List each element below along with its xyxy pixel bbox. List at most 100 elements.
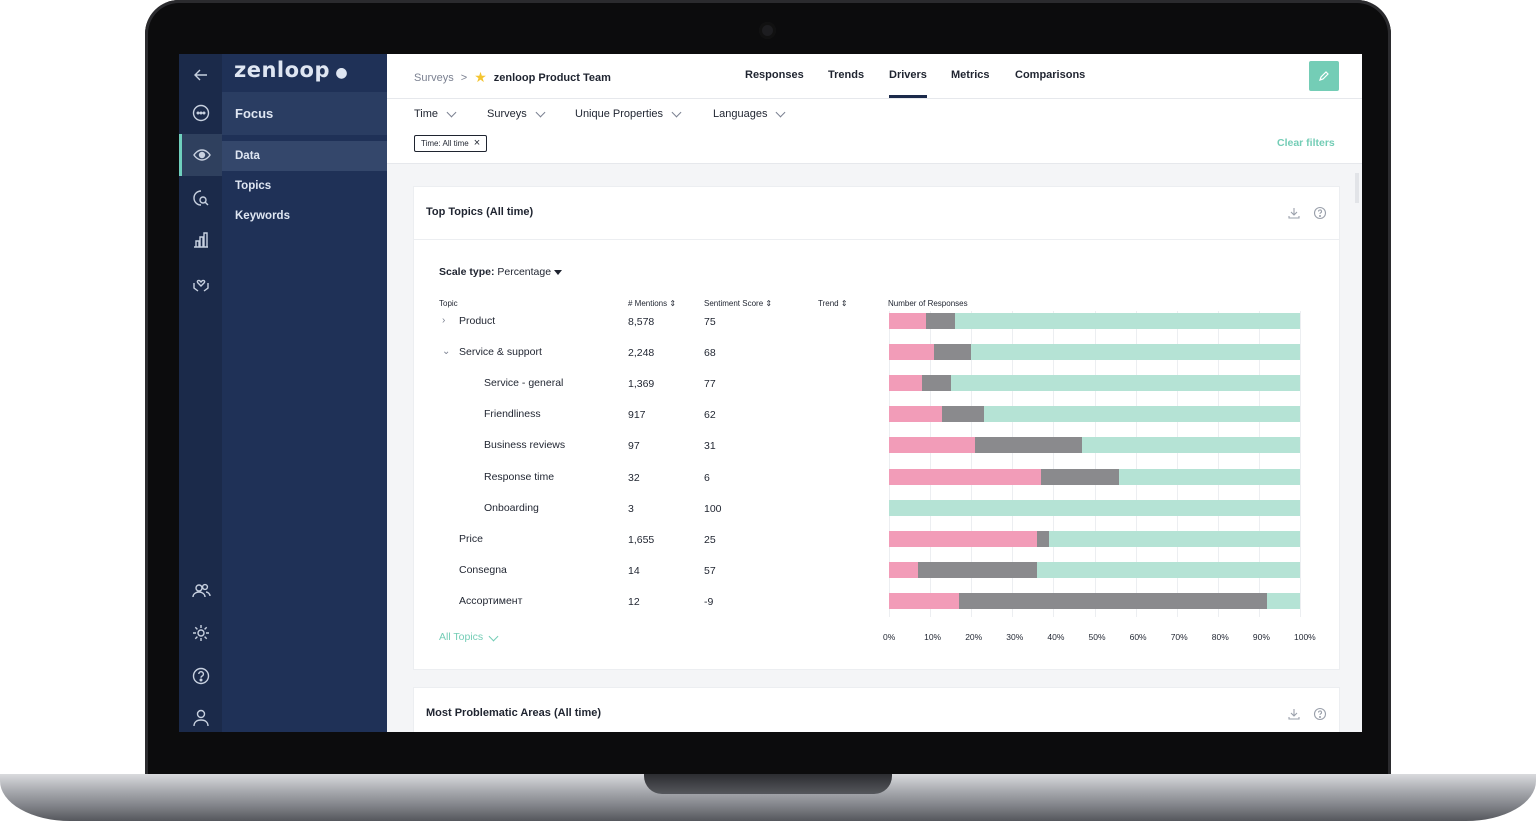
bar-segment[interactable] (889, 344, 935, 361)
topic-label[interactable]: Service - general (484, 377, 564, 390)
topic-label[interactable]: Product (459, 315, 496, 327)
bar-segment[interactable] (889, 313, 926, 329)
nav-item-data[interactable]: Data (222, 141, 387, 171)
topic-label[interactable]: Ассортимент (459, 594, 523, 607)
main-content: Surveys > ★ zenloop Product Team Respons… (387, 54, 1362, 732)
bar-segment[interactable] (1036, 561, 1300, 578)
bar-segment[interactable] (1036, 530, 1050, 547)
close-icon[interactable]: × (473, 137, 481, 149)
chevron-down-icon (488, 631, 499, 642)
bar-segment[interactable] (1041, 468, 1120, 485)
mentions-value: 97 (628, 440, 640, 453)
topic-label[interactable]: Consegna (459, 563, 507, 576)
col-header-trend[interactable]: Trend ⇕ (818, 299, 848, 308)
bar-segment[interactable] (889, 592, 959, 609)
chat-bubble-icon[interactable] (179, 92, 222, 134)
scale-type-select[interactable]: Scale type: Percentage (439, 266, 563, 278)
chevron-right-icon[interactable]: › (442, 315, 446, 326)
caret-down-icon (554, 269, 563, 275)
download-icon[interactable] (1287, 707, 1301, 721)
users-icon[interactable] (179, 570, 222, 612)
col-header-responses: Number of Responses (888, 299, 968, 308)
bar-segment[interactable] (1082, 437, 1300, 454)
tab-metrics[interactable]: Metrics (951, 69, 990, 81)
help-icon[interactable] (179, 655, 222, 697)
top-topics-card: Top Topics (All time) Scale type: Percen… (414, 187, 1339, 669)
search-bubble-icon[interactable] (179, 177, 222, 219)
bar-segment[interactable] (925, 313, 955, 329)
topic-label[interactable]: Price (459, 532, 483, 545)
clear-filters-link[interactable]: Clear filters (1277, 137, 1335, 149)
scrollbar[interactable] (1355, 173, 1359, 203)
nav-item-keywords[interactable]: Keywords (235, 210, 290, 222)
gridline (1053, 311, 1055, 617)
hands-heart-icon[interactable] (179, 262, 222, 304)
edit-button[interactable] (1309, 61, 1339, 91)
topic-label[interactable]: Service & support (459, 346, 542, 359)
brand-logo: zenloop ● (234, 58, 349, 82)
tab-trends[interactable]: Trends (828, 69, 865, 81)
topic-label[interactable]: Friendliness (484, 408, 541, 421)
bar-segment[interactable] (917, 561, 1037, 578)
sort-icon: ⇕ (669, 299, 677, 308)
chevron-down-icon[interactable]: ⌄ (442, 346, 451, 358)
sentiment-score-value: 31 (704, 440, 716, 453)
bar-segment[interactable] (889, 499, 1300, 516)
topic-label[interactable]: Business reviews (484, 439, 566, 452)
bar-segment[interactable] (889, 437, 976, 454)
gridline (971, 311, 973, 617)
col-header-score[interactable]: Sentiment Score ⇕ (704, 299, 773, 308)
bar-segment[interactable] (975, 437, 1083, 454)
bar-segment[interactable] (942, 406, 984, 423)
topic-label[interactable]: Onboarding (484, 501, 539, 514)
bar-segment[interactable] (889, 561, 918, 578)
user-icon[interactable] (179, 697, 222, 732)
tab-responses[interactable]: Responses (745, 69, 804, 81)
filter-unique-properties[interactable]: Unique Properties (575, 107, 682, 120)
gridline (889, 311, 890, 617)
tab-drivers[interactable]: Drivers (889, 69, 927, 81)
gridline (1300, 311, 1301, 617)
bar-segment[interactable] (971, 344, 1300, 361)
breadcrumb-surveys[interactable]: Surveys (414, 71, 454, 84)
bar-segment[interactable] (983, 406, 1300, 423)
bar-segment[interactable] (934, 344, 972, 361)
breadcrumb: Surveys > ★ zenloop Product Team (414, 69, 611, 86)
bar-segment[interactable] (1119, 468, 1300, 485)
top-bar: Surveys > ★ zenloop Product Team Respons… (387, 54, 1362, 99)
filter-surveys[interactable]: Surveys (487, 107, 546, 120)
bar-segment[interactable] (950, 375, 1300, 392)
tab-comparisons[interactable]: Comparisons (1015, 69, 1086, 81)
help-icon[interactable] (1313, 206, 1327, 220)
chevron-down-icon (671, 107, 682, 117)
sort-icon: ⇕ (765, 299, 773, 308)
bar-segment[interactable] (1049, 530, 1300, 547)
problem-areas-card: Most Problematic Areas (All time) (414, 688, 1339, 732)
bar-segment[interactable] (889, 406, 943, 423)
bar-segment[interactable] (1267, 592, 1300, 609)
bar-segment[interactable] (954, 313, 1300, 329)
help-icon[interactable] (1313, 707, 1327, 721)
filter-languages[interactable]: Languages (713, 107, 786, 120)
col-header-topic[interactable]: Topic (439, 299, 458, 308)
back-arrow-icon[interactable] (179, 54, 222, 96)
bar-segment[interactable] (889, 468, 1042, 485)
filter-time[interactable]: Time (414, 107, 457, 120)
filter-chip-time[interactable]: Time: All time × (414, 135, 488, 152)
bar-chart-icon[interactable] (179, 219, 222, 261)
nav-item-topics[interactable]: Topics (235, 180, 272, 192)
bar-segment[interactable] (889, 375, 922, 392)
eye-icon[interactable] (179, 134, 222, 176)
bar-segment[interactable] (889, 530, 1037, 547)
topic-label[interactable]: Response time (484, 470, 555, 483)
section-title: Focus (222, 92, 387, 135)
bar-segment[interactable] (958, 592, 1268, 609)
star-icon[interactable]: ★ (474, 69, 487, 85)
card-header: Top Topics (All time) (414, 187, 1339, 240)
x-tick-label: 60% (1129, 632, 1147, 642)
col-header-mentions[interactable]: # Mentions ⇕ (628, 299, 677, 308)
bar-segment[interactable] (921, 375, 951, 392)
download-icon[interactable] (1287, 206, 1301, 220)
all-topics-toggle[interactable]: All Topics (439, 631, 499, 643)
gear-icon[interactable] (179, 612, 222, 654)
